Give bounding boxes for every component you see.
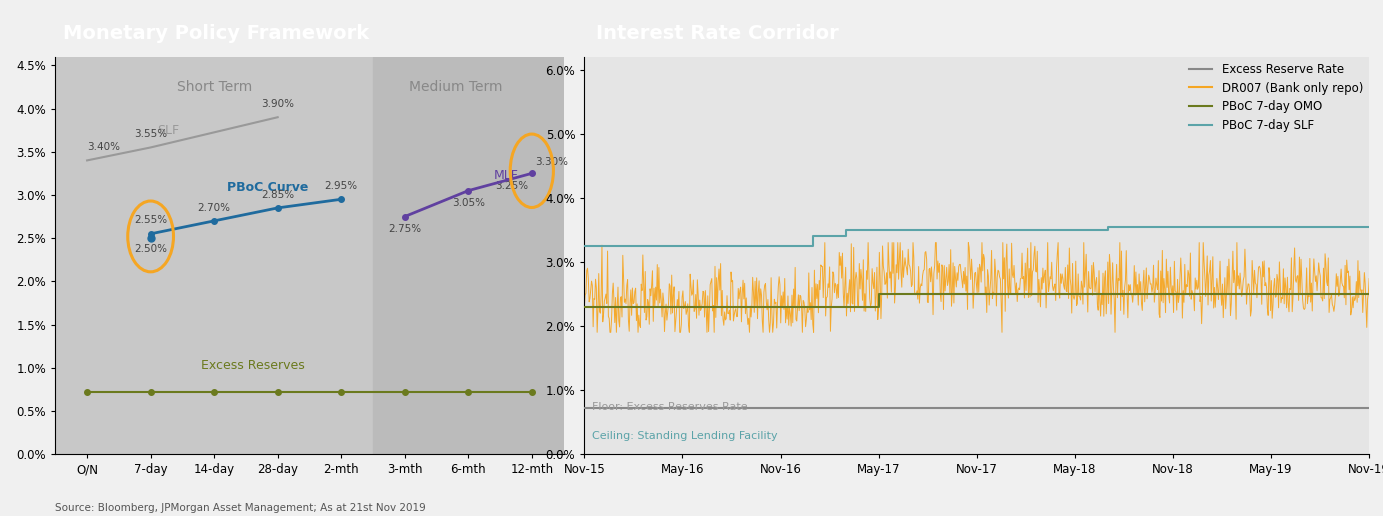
Text: 2.55%: 2.55% — [134, 216, 167, 225]
Text: 2.85%: 2.85% — [261, 189, 295, 200]
Text: Interest Rate Corridor: Interest Rate Corridor — [596, 24, 839, 43]
Text: 3.25%: 3.25% — [495, 181, 528, 191]
Text: 3.90%: 3.90% — [261, 99, 295, 109]
Text: Monetary Policy Framework: Monetary Policy Framework — [64, 24, 369, 43]
Text: PBoC Curve: PBoC Curve — [227, 181, 308, 194]
Bar — [55, 57, 373, 454]
Text: Medium Term: Medium Term — [409, 80, 502, 94]
Text: 3.30%: 3.30% — [535, 157, 568, 167]
Legend: Excess Reserve Rate, DR007 (Bank only repo), PBoC 7-day OMO, PBoC 7-day SLF: Excess Reserve Rate, DR007 (Bank only re… — [1189, 62, 1364, 133]
Text: 2.50%: 2.50% — [134, 244, 167, 254]
Text: MLF: MLF — [494, 169, 519, 183]
Text: Source: Bloomberg, JPMorgan Asset Management; As at 21st Nov 2019: Source: Bloomberg, JPMorgan Asset Manage… — [55, 503, 426, 513]
Text: Floor: Excess Reserves Rate: Floor: Excess Reserves Rate — [592, 401, 748, 412]
Text: 2.70%: 2.70% — [198, 202, 231, 213]
Text: 3.05%: 3.05% — [452, 198, 485, 208]
Text: 2.75%: 2.75% — [389, 224, 422, 234]
Text: 3.40%: 3.40% — [87, 142, 120, 152]
Text: SLF: SLF — [158, 124, 178, 137]
Text: Ceiling: Standing Lending Facility: Ceiling: Standing Lending Facility — [592, 431, 779, 441]
Text: Excess Reserves: Excess Reserves — [202, 360, 306, 373]
Bar — [373, 57, 564, 454]
Text: 3.55%: 3.55% — [134, 129, 167, 139]
Text: 2.95%: 2.95% — [325, 181, 358, 191]
Text: Short Term: Short Term — [177, 80, 252, 94]
